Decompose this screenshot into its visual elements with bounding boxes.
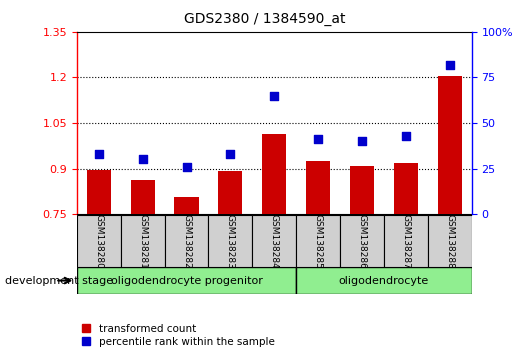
Bar [296, 215, 340, 267]
Text: GSM138284: GSM138284 [270, 214, 279, 268]
Text: GDS2380 / 1384590_at: GDS2380 / 1384590_at [184, 12, 346, 27]
Bar [121, 215, 165, 267]
Bar [384, 215, 428, 267]
Bar [340, 215, 384, 267]
Text: GSM138280: GSM138280 [94, 213, 103, 269]
Legend: transformed count, percentile rank within the sample: transformed count, percentile rank withi… [82, 324, 275, 347]
Bar [174, 198, 199, 214]
Bar [296, 267, 472, 294]
Point [182, 164, 191, 170]
Text: GSM138286: GSM138286 [358, 213, 367, 269]
Point [402, 133, 410, 139]
Bar [262, 134, 286, 214]
Text: oligodendrocyte: oligodendrocyte [339, 275, 429, 286]
Bar [208, 215, 252, 267]
Bar [252, 215, 296, 267]
Text: GSM138285: GSM138285 [314, 213, 323, 269]
Bar [350, 166, 374, 214]
Point [314, 137, 322, 142]
Bar [218, 171, 242, 214]
Bar [306, 161, 330, 214]
Bar [394, 162, 418, 214]
Point [226, 151, 235, 157]
Bar [438, 76, 462, 214]
Point [358, 138, 366, 144]
Point [270, 93, 279, 98]
Bar [87, 170, 111, 214]
Text: development stage: development stage [5, 275, 113, 286]
Text: oligodendrocyte progenitor: oligodendrocyte progenitor [111, 275, 262, 286]
Bar [428, 215, 472, 267]
Text: GSM138283: GSM138283 [226, 213, 235, 269]
Point [138, 156, 147, 162]
Point [446, 62, 454, 68]
Bar [77, 267, 296, 294]
Text: GSM138282: GSM138282 [182, 214, 191, 268]
Bar [130, 180, 155, 214]
Bar [165, 215, 208, 267]
Text: GSM138288: GSM138288 [445, 213, 454, 269]
Point [94, 151, 103, 157]
Text: GSM138287: GSM138287 [401, 213, 410, 269]
Bar [77, 215, 121, 267]
Text: GSM138281: GSM138281 [138, 213, 147, 269]
